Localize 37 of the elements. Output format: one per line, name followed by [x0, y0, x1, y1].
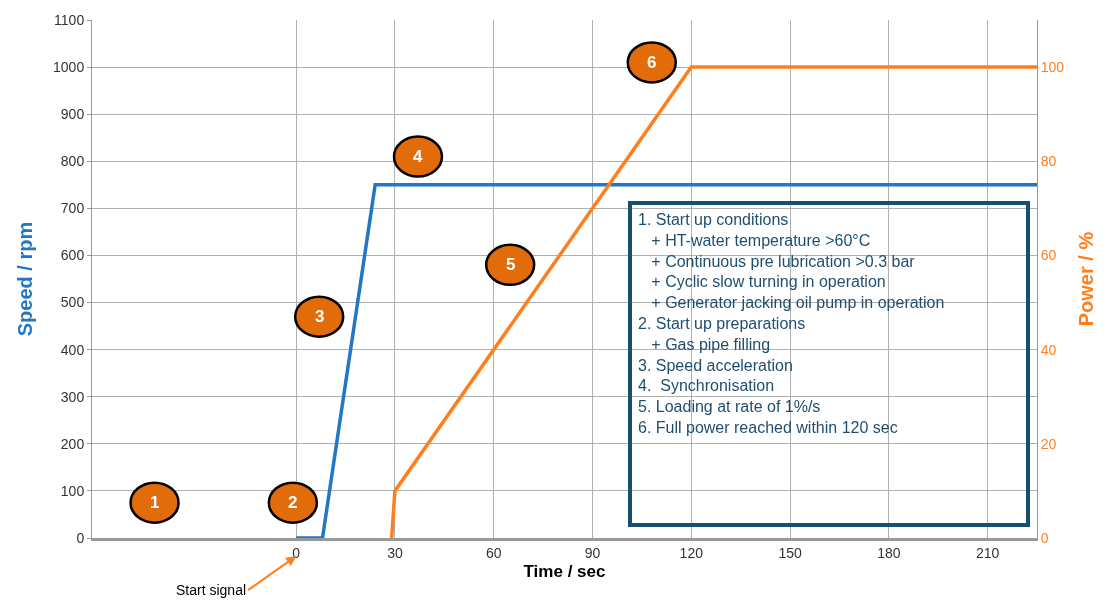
annotation: 1 — [150, 493, 160, 512]
y-tick-label: 1100 — [54, 11, 85, 28]
y-tick-label: 200 — [60, 435, 85, 452]
y-tick-label: 400 — [60, 341, 85, 358]
y2-tick-label: 80 — [1040, 153, 1057, 170]
y-tick-label: 500 — [60, 294, 85, 311]
y-tick-label: 800 — [60, 153, 85, 170]
y2-tick-label: 0 — [1040, 529, 1049, 546]
annotation: 6 — [647, 53, 657, 72]
y-tick-label: 600 — [60, 247, 85, 264]
annotation: 5 — [506, 255, 516, 274]
y-tick-label: 100 — [60, 482, 85, 499]
y-tick-label: 0 — [76, 529, 85, 546]
x-axis-title: Time / sec — [523, 562, 606, 582]
y2-tick-label: 100 — [1040, 58, 1065, 75]
y2-tick-label: 20 — [1040, 435, 1057, 452]
annotation: 4 — [413, 147, 423, 166]
x-tick-label: 30 — [387, 544, 403, 561]
x-tick-label: 60 — [485, 544, 502, 561]
x-tick-label: 150 — [778, 544, 802, 561]
annotation: 3 — [315, 307, 325, 326]
text: 1. Start up conditions + HT-water temperature >60°C + Continuous pre lubrication >0.3 bar + Cyclic slow turning in operation + Generator jacking oil pump in operation 2. Start up preparations + Gas pipe filling 3. Speed acceleration 4. Synchronisation 5. Loading at rate of 1%/s 6. Full power reached within 120 sec — [638, 211, 945, 436]
x-tick-label: 90 — [584, 544, 601, 561]
y2-tick-label: 40 — [1040, 341, 1057, 358]
x-tick-label: 180 — [877, 544, 901, 561]
y-axis-title: Speed / rpm — [13, 221, 36, 337]
x-tick-label: 0 — [292, 544, 301, 561]
text: Start signal — [176, 582, 247, 598]
y-tick-label: 300 — [60, 388, 85, 405]
y-tick-label: 900 — [60, 106, 85, 123]
annotation: 2 — [288, 493, 298, 512]
x-tick-label: 120 — [679, 544, 704, 561]
y-tick-label: 1000 — [53, 58, 85, 75]
y-tick-label: 700 — [60, 200, 85, 217]
y2-tick-label: 60 — [1040, 247, 1057, 264]
x-tick-label: 210 — [975, 544, 1000, 561]
y2-axis-title: Power / % — [1074, 231, 1097, 327]
